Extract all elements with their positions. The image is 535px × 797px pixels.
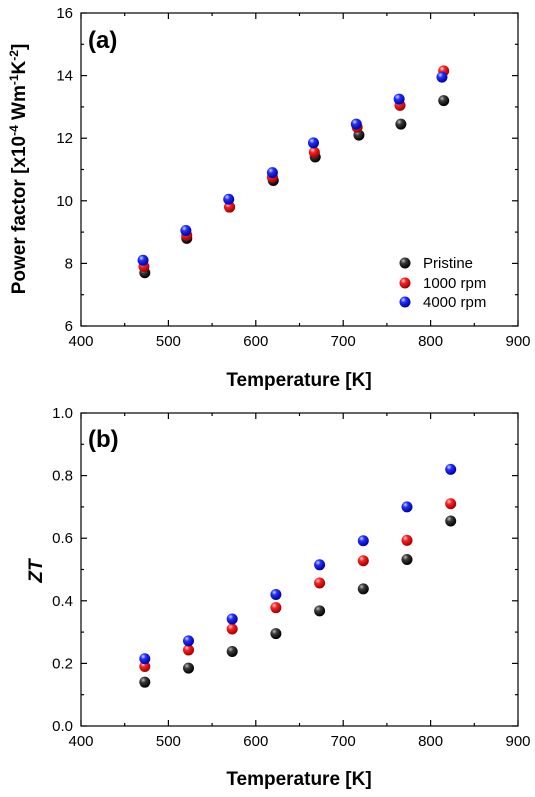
point-pristine-b [314,605,326,617]
y-tick-label-b: 0.2 [52,655,73,672]
y-axis-title-b: ZT [26,558,47,584]
legend: Pristine 1000 rpm 4000 rpm [399,255,486,311]
y-tick-label-b: 0.6 [52,530,73,547]
y-tick-label-a: 6 [65,318,73,335]
point-1000rpm-b [314,577,326,589]
point-pristine-a [395,118,407,130]
point-1000rpm-b [226,623,238,635]
x-axis-title-a: Temperature [K] [226,370,371,391]
point-pristine-b [139,676,151,688]
point-4000rpm-b [314,559,326,571]
legend-marker-4000rpm [399,296,411,308]
point-pristine-b [357,583,369,595]
point-4000rpm-b [226,613,238,625]
data-points-a [137,65,450,279]
x-tick-label-b: 600 [243,733,268,750]
panel-label-a: (a) [88,27,117,54]
point-4000rpm-b [445,463,457,475]
data-points-b [139,463,457,688]
point-1000rpm-a [308,146,320,158]
x-tick-label-a: 700 [331,333,356,350]
legend-marker-pristine [399,257,411,269]
y-axis-title-a: Power factor [x10-4 Wm-1K-2] [7,44,30,295]
x-axis-title-b: Temperature [K] [226,769,371,790]
legend-label-1000rpm: 1000 rpm [423,275,486,292]
point-pristine-a [438,95,450,107]
point-pristine-b [445,515,457,527]
y-tick-label-a: 12 [56,130,73,147]
point-4000rpm-a [266,167,278,179]
axis-ticks-b: 400 500 600 700 800 900 0.0 0.2 0.4 0.6 0.8 1.0 [52,405,530,750]
point-4000rpm-b [401,501,413,513]
y-tick-label-b: 1.0 [52,405,73,422]
x-tick-label-a: 500 [156,333,181,350]
point-4000rpm-a [350,118,362,130]
point-1000rpm-b [357,555,369,567]
x-tick-label-a: 600 [243,333,268,350]
point-1000rpm-b [183,644,195,656]
point-1000rpm-b [445,498,457,510]
point-4000rpm-b [357,535,369,547]
point-1000rpm-b [401,534,413,546]
point-4000rpm-b [270,589,282,601]
y-tick-label-a: 14 [56,68,73,85]
y-tick-label-b: 0.8 [52,468,73,485]
x-tick-label-a: 800 [418,333,443,350]
panel-a-power-factor: 400 500 600 700 800 900 6 8 10 12 14 16 (a) Tempera… [7,5,531,391]
y-tick-label-b: 0.0 [52,718,73,735]
legend-label-pristine: Pristine [423,255,473,272]
panel-label-b: (b) [88,426,119,453]
point-pristine-b [226,646,238,658]
point-1000rpm-b [139,661,151,673]
point-4000rpm-a [180,225,192,237]
point-4000rpm-a [223,193,235,205]
x-tick-label-a: 900 [505,333,530,350]
point-4000rpm-a [393,93,405,105]
point-4000rpm-a [137,254,149,266]
point-pristine-b [270,628,282,640]
point-4000rpm-b [139,653,151,665]
x-tick-label-a: 400 [68,333,93,350]
legend-marker-1000rpm [399,277,411,289]
point-pristine-b [183,662,195,674]
panel-b-zt: 400 500 600 700 800 900 0.0 0.2 0.4 0.6 0.8 1.0 (b)… [26,405,531,790]
x-tick-label-b: 700 [331,733,356,750]
point-1000rpm-b [270,602,282,614]
y-tick-label-a: 16 [56,5,73,22]
point-4000rpm-b [183,635,195,647]
axis-ticks-a: 400 500 600 700 800 900 6 8 10 12 14 16 [56,5,530,350]
point-4000rpm-a [307,137,319,149]
x-tick-label-b: 900 [505,733,530,750]
legend-label-4000rpm: 4000 rpm [423,294,486,311]
x-tick-label-b: 500 [156,733,181,750]
point-4000rpm-a [436,71,448,83]
y-tick-label-a: 10 [56,193,73,210]
x-tick-label-b: 400 [68,733,93,750]
y-tick-label-b: 0.4 [52,593,73,610]
y-tick-label-a: 8 [65,255,73,272]
point-pristine-b [401,553,413,565]
x-tick-label-b: 800 [418,733,443,750]
